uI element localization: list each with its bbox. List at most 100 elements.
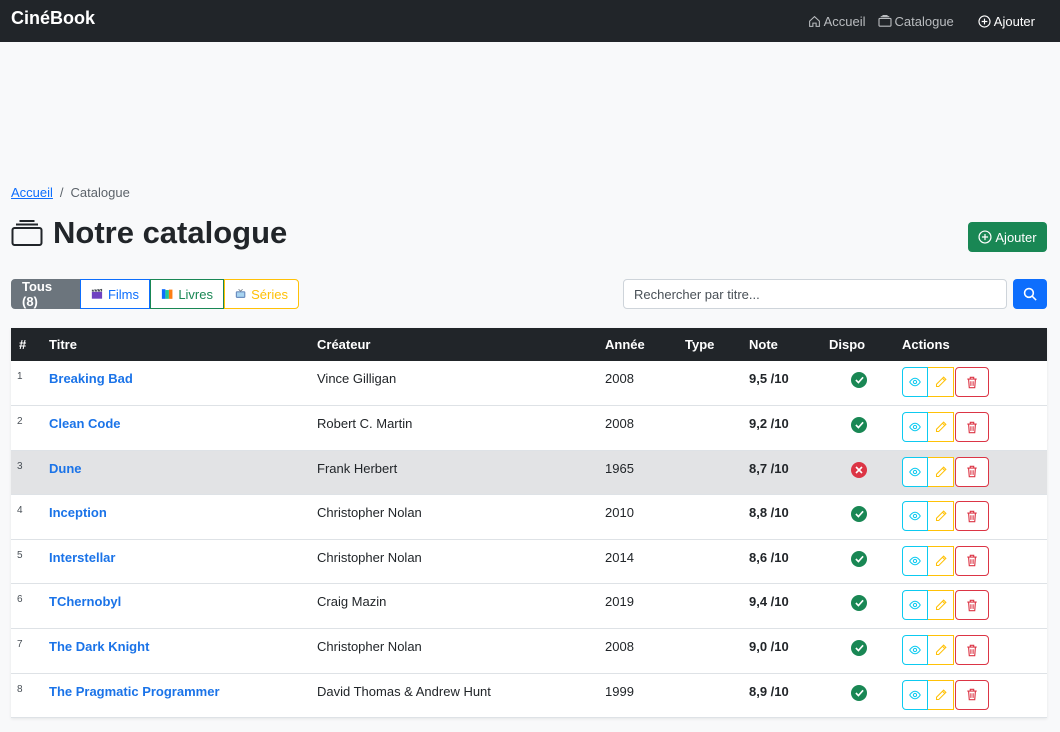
filter-series-label: Séries xyxy=(251,286,288,302)
nav-link-add[interactable]: Ajouter xyxy=(978,14,1035,29)
edit-button[interactable] xyxy=(928,635,954,666)
filter-books-button[interactable]: Livres xyxy=(150,279,224,309)
check-circle-icon xyxy=(851,372,867,388)
row-rating: 9,0 /10 xyxy=(749,639,789,655)
row-title-link[interactable]: Inception xyxy=(49,505,107,521)
row-title-link[interactable]: The Dark Knight xyxy=(49,639,150,655)
row-availability xyxy=(821,539,894,584)
row-index: 3 xyxy=(17,460,23,472)
row-type xyxy=(677,406,741,451)
edit-button[interactable] xyxy=(928,456,954,487)
house-icon xyxy=(808,15,820,27)
breadcrumb-separator: / xyxy=(59,185,64,200)
tv-icon xyxy=(235,288,246,298)
nav-link-catalogue[interactable]: Catalogue xyxy=(877,14,954,29)
edit-button[interactable] xyxy=(928,679,954,710)
pencil-icon xyxy=(935,510,947,522)
table-row[interactable]: 4 Inception Christopher Nolan 2010 8,8 /… xyxy=(11,495,1047,540)
table-row[interactable]: 7 The Dark Knight Christopher Nolan 2008… xyxy=(11,629,1047,674)
row-year: 2014 xyxy=(605,549,634,565)
column-header-year[interactable]: Année xyxy=(605,337,645,352)
delete-button[interactable] xyxy=(955,367,989,397)
row-title-link[interactable]: Clean Code xyxy=(49,416,121,432)
delete-button[interactable] xyxy=(955,456,989,487)
edit-button[interactable] xyxy=(928,545,954,576)
table-row[interactable]: 2 Clean Code Robert C. Martin 2008 9,2 /… xyxy=(11,406,1047,451)
table-body: 1 Breaking Bad Vince Gilligan 2008 9,5 /… xyxy=(11,361,1047,718)
collection-icon xyxy=(11,220,43,246)
row-index: 8 xyxy=(17,683,23,695)
row-type xyxy=(677,673,741,718)
column-header-rating[interactable]: Note xyxy=(749,337,778,352)
add-item-button-label: Ajouter xyxy=(995,229,1037,245)
add-item-button[interactable]: Ajouter xyxy=(968,222,1047,252)
eye-icon xyxy=(909,512,921,521)
column-header-available[interactable]: Dispo xyxy=(829,337,866,352)
filter-films-button[interactable]: Films xyxy=(80,279,150,309)
delete-button[interactable] xyxy=(955,412,989,443)
table-row[interactable]: 3 Dune Frank Herbert 1965 8,7 /10 xyxy=(11,450,1047,495)
row-title-link[interactable]: The Pragmatic Programmer xyxy=(49,683,220,699)
row-year: 2008 xyxy=(605,416,634,432)
delete-button[interactable] xyxy=(955,501,989,532)
pencil-icon xyxy=(935,644,947,656)
trash-icon xyxy=(967,644,977,656)
table-row[interactable]: 1 Breaking Bad Vince Gilligan 2008 9,5 /… xyxy=(11,361,1047,406)
delete-button[interactable] xyxy=(955,545,989,576)
filter-all-button[interactable]: Tous (8) xyxy=(11,279,80,309)
view-button[interactable] xyxy=(902,679,928,710)
nav-link-home[interactable]: Accueil xyxy=(808,14,866,29)
filter-series-button[interactable]: Séries xyxy=(224,279,299,309)
table-row[interactable]: 8 The Pragmatic Programmer David Thomas … xyxy=(11,673,1047,718)
row-title-link[interactable]: Interstellar xyxy=(49,549,116,565)
row-creator: Christopher Nolan xyxy=(317,505,422,521)
view-button[interactable] xyxy=(902,456,928,487)
delete-button[interactable] xyxy=(955,590,989,621)
view-button[interactable] xyxy=(902,367,928,397)
catalogue-table-wrapper: # Titre Créateur Année Type Note Dispo A… xyxy=(11,328,1047,719)
books-icon xyxy=(161,289,173,299)
row-year: 2008 xyxy=(605,371,634,386)
trash-icon xyxy=(967,555,977,567)
search-input[interactable] xyxy=(623,279,1007,309)
row-actions xyxy=(894,495,1047,540)
view-button[interactable] xyxy=(902,545,928,576)
table-row[interactable]: 6 TChernobyl Craig Mazin 2019 9,4 /10 xyxy=(11,584,1047,629)
view-button[interactable] xyxy=(902,501,928,532)
filter-all-label: Tous (8) xyxy=(22,279,53,309)
column-header-title[interactable]: Titre xyxy=(49,337,77,352)
table-row[interactable]: 5 Interstellar Christopher Nolan 2014 8,… xyxy=(11,539,1047,584)
row-type xyxy=(677,361,741,406)
row-year: 2008 xyxy=(605,639,634,655)
row-creator: Frank Herbert xyxy=(317,460,398,476)
row-availability xyxy=(821,450,894,495)
column-header-type[interactable]: Type xyxy=(685,337,715,352)
view-button[interactable] xyxy=(902,635,928,666)
row-type xyxy=(677,629,741,674)
row-type xyxy=(677,495,741,540)
filter-films-label: Films xyxy=(107,286,139,302)
row-index: 4 xyxy=(17,505,23,517)
row-index: 1 xyxy=(17,371,23,382)
view-button[interactable] xyxy=(902,590,928,621)
edit-button[interactable] xyxy=(928,367,954,397)
eye-icon xyxy=(909,601,921,610)
delete-button[interactable] xyxy=(955,679,989,710)
row-creator: Christopher Nolan xyxy=(317,639,422,655)
brand-logo[interactable]: CinéBook xyxy=(11,8,96,28)
row-title-link[interactable]: TChernobyl xyxy=(49,594,122,610)
view-button[interactable] xyxy=(902,412,928,443)
row-title-link[interactable]: Dune xyxy=(49,460,82,476)
row-title-link[interactable]: Breaking Bad xyxy=(49,371,133,386)
edit-button[interactable] xyxy=(928,501,954,532)
edit-button[interactable] xyxy=(928,590,954,621)
delete-button[interactable] xyxy=(955,635,989,666)
row-index: 6 xyxy=(17,594,23,606)
edit-button[interactable] xyxy=(928,412,954,443)
eye-icon xyxy=(909,467,921,476)
column-header-creator[interactable]: Créateur xyxy=(317,337,371,352)
pencil-icon xyxy=(935,555,947,566)
row-availability xyxy=(821,406,894,451)
search-button[interactable] xyxy=(1013,279,1047,309)
breadcrumb-home[interactable]: Accueil xyxy=(11,185,53,200)
